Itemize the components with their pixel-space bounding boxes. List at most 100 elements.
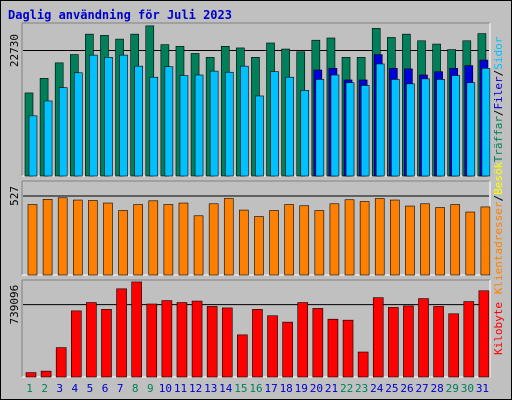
- y-tick-label: 527: [8, 186, 21, 206]
- pages-bar: [28, 115, 38, 177]
- x-tick-label: 2: [41, 382, 48, 395]
- pages-bar: [270, 71, 279, 177]
- legend-entry-0: Träffar: [492, 116, 505, 163]
- pages-bar: [360, 85, 370, 177]
- sites-bar: [480, 206, 491, 276]
- pages-bar: [43, 100, 53, 177]
- kbytes-bar: [40, 370, 52, 378]
- sites-bar: [344, 199, 355, 276]
- pages-bar: [240, 65, 249, 177]
- kbytes-bar: [463, 301, 475, 378]
- sites-bar: [435, 207, 445, 276]
- sites-bar: [163, 204, 174, 276]
- sites-bar: [420, 203, 430, 276]
- sites-bar: [329, 203, 340, 276]
- kbytes-bar: [237, 334, 248, 378]
- pages-bar: [89, 54, 98, 177]
- sites-bar: [450, 204, 461, 276]
- sites-bar: [239, 209, 249, 276]
- legend-entry-1: /: [492, 195, 505, 202]
- pages-bar: [58, 87, 68, 177]
- x-tick-label: 28: [431, 382, 444, 395]
- pages-bar: [345, 82, 355, 177]
- sites-bar: [208, 203, 219, 276]
- kbytes-bar: [403, 305, 414, 378]
- pages-bar: [149, 76, 159, 177]
- sites-bar: [42, 198, 53, 276]
- kbytes-bar: [312, 308, 324, 378]
- sites-bar: [359, 201, 370, 276]
- pages-bar: [164, 66, 174, 177]
- kbytes-bar: [176, 302, 188, 378]
- x-tick-label: 10: [159, 382, 172, 395]
- kbytes-bar: [478, 290, 490, 378]
- pages-bar: [179, 75, 189, 177]
- x-tick-label: 9: [147, 382, 154, 395]
- sites-bar: [133, 204, 143, 276]
- pages-bar: [104, 57, 113, 177]
- kbytes-bar: [116, 288, 127, 378]
- x-tick-label: 13: [204, 382, 217, 395]
- kbytes-bar: [221, 307, 233, 378]
- sites-bar: [374, 198, 385, 276]
- legend-label: Träffar/Filer/Sidor: [492, 36, 505, 162]
- kbytes-bar: [282, 321, 293, 378]
- legend-entry-2: Filer: [492, 76, 505, 109]
- kbytes-bar: [342, 319, 354, 378]
- x-tick-label: 5: [87, 382, 94, 395]
- sites-bar: [27, 204, 38, 276]
- kbytes-bar: [327, 318, 339, 378]
- kbytes-bar: [448, 313, 460, 378]
- x-tick-label: 15: [234, 382, 247, 395]
- sites-bar: [118, 210, 128, 276]
- x-tick-label: 14: [219, 382, 233, 395]
- kbytes-bar: [418, 298, 429, 378]
- x-tick-label: 18: [280, 382, 293, 395]
- kbytes-bar: [86, 302, 97, 378]
- sites-bar: [254, 216, 264, 276]
- x-tick-label: 22: [340, 382, 353, 395]
- x-tick-label: 30: [461, 382, 474, 395]
- x-tick-label: 17: [264, 382, 277, 395]
- chart-title: Daglig användning för Juli 2023: [8, 8, 232, 22]
- kbytes-bar: [388, 307, 399, 378]
- kbytes-bar: [372, 297, 384, 378]
- x-tick-label: 19: [295, 382, 308, 395]
- kbytes-bar: [267, 315, 278, 378]
- pages-bar: [224, 71, 234, 177]
- pages-bar: [375, 63, 385, 177]
- pages-bar: [73, 72, 83, 177]
- x-tick-label: 12: [189, 382, 202, 395]
- kbytes-bar: [131, 281, 142, 378]
- x-tick-label: 23: [355, 382, 368, 395]
- pages-bar: [285, 76, 294, 177]
- sites-bar: [178, 202, 189, 276]
- sites-bar: [193, 215, 204, 276]
- sites-bar: [299, 205, 310, 276]
- pages-bar: [300, 90, 310, 177]
- x-tick-label: 31: [476, 382, 489, 395]
- sites-bar: [72, 199, 83, 276]
- x-tick-label: 27: [415, 382, 428, 395]
- x-tick-label: 25: [385, 382, 398, 395]
- pages-bar: [436, 79, 445, 177]
- legend-label: Klientadresser/Besök: [492, 161, 505, 294]
- pages-bar: [209, 70, 219, 177]
- x-tick-label: 6: [102, 382, 109, 395]
- pages-bar: [466, 82, 476, 177]
- sites-bar: [390, 199, 400, 276]
- kbytes-bar: [146, 303, 158, 378]
- pages-bar: [119, 54, 128, 177]
- legend-entry-0: Klientadresser: [492, 201, 505, 294]
- sites-bar: [223, 198, 234, 276]
- x-tick-label: 7: [117, 382, 124, 395]
- sites-bar: [103, 202, 113, 276]
- sites-bar: [88, 200, 98, 276]
- sites-bar: [284, 204, 294, 276]
- pages-bar: [481, 68, 491, 177]
- x-tick-label: 26: [400, 382, 413, 395]
- x-tick-label: 11: [174, 382, 187, 395]
- x-tick-label: 1: [26, 382, 33, 395]
- kbytes-bar: [191, 300, 203, 378]
